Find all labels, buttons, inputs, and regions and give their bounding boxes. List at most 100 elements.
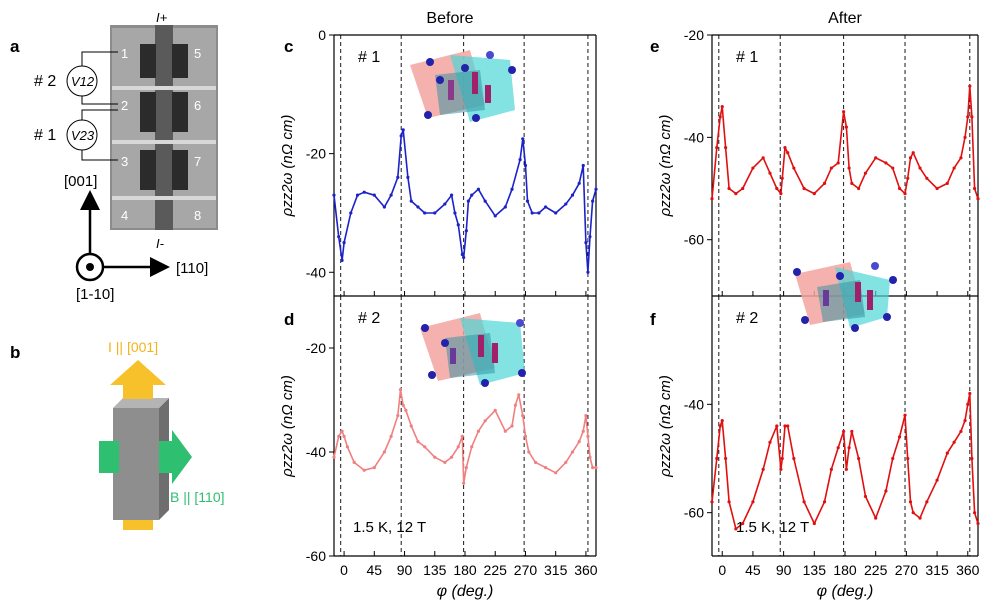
data-point-c-31 — [510, 187, 514, 191]
data-point-f-0 — [710, 500, 714, 504]
column-title-before: Before — [426, 10, 473, 27]
data-point-e-19 — [822, 181, 827, 186]
data-point-d-41 — [581, 429, 585, 433]
data-point-e-46 — [972, 186, 977, 191]
data-point-c-8 — [382, 205, 386, 209]
series-line-d — [333, 388, 596, 485]
y-tick-label-c-0: 0 — [318, 27, 326, 43]
data-point-f-29 — [884, 489, 888, 493]
contact-1: 1 — [121, 46, 128, 61]
y-axis-label-c: ρzz2ω (nΩ cm) — [279, 115, 296, 218]
data-point-d-23 — [464, 466, 468, 470]
x-tick-label-d-7: 315 — [544, 562, 568, 578]
column-title-after: After — [828, 10, 862, 27]
data-point-c-0 — [332, 193, 336, 197]
data-point-d-42 — [584, 414, 588, 418]
data-point-f-46 — [972, 511, 977, 515]
data-point-f-21 — [836, 446, 840, 450]
data-point-c-2 — [340, 258, 344, 263]
data-point-f-43 — [966, 402, 970, 406]
data-point-d-16 — [423, 445, 427, 449]
data-point-c-5 — [355, 193, 360, 197]
field-direction-label: B || [110] — [170, 489, 225, 505]
y-tick-label-d-0: -20 — [306, 340, 326, 356]
y-axis-label-e: ρzz2ω (nΩ cm) — [657, 115, 674, 218]
y-tick-label-e-0: -20 — [684, 27, 704, 43]
data-point-c-39 — [554, 211, 558, 215]
axis-label-001: [001] — [64, 173, 97, 190]
data-point-d-38 — [564, 460, 568, 464]
x-tick-label-d-1: 45 — [367, 562, 383, 578]
data-point-c-4 — [349, 211, 353, 215]
panel-label-e: e — [650, 37, 659, 56]
data-point-f-15 — [786, 424, 790, 428]
data-point-d-26 — [483, 419, 487, 423]
data-point-f-24 — [847, 446, 851, 450]
data-point-c-32 — [518, 157, 522, 162]
series-tag-f: # 2 — [736, 310, 758, 327]
data-point-c-3 — [342, 241, 346, 245]
x-tick-label-d-0: 0 — [340, 562, 348, 578]
x-tick-label-d-3: 135 — [423, 562, 447, 578]
data-point-f-26 — [857, 456, 861, 461]
data-point-d-33 — [523, 434, 528, 438]
data-point-c-21 — [456, 223, 460, 227]
data-point-e-6 — [734, 192, 738, 196]
panel-label-a: a — [10, 37, 20, 56]
data-point-c-28 — [483, 199, 487, 203]
data-point-f-25 — [850, 429, 854, 434]
data-point-c-9 — [389, 193, 393, 197]
data-point-f-38 — [935, 478, 939, 482]
data-point-e-34 — [908, 156, 913, 160]
data-point-f-32 — [903, 413, 907, 417]
data-point-c-14 — [409, 199, 413, 203]
data-point-f-23 — [844, 467, 848, 471]
data-point-e-8 — [751, 166, 755, 170]
x-axis-label-d: φ (deg.) — [437, 583, 494, 600]
data-point-c-27 — [476, 187, 481, 191]
data-point-e-38 — [935, 186, 939, 191]
crystal-inset-d — [420, 313, 526, 387]
data-point-e-45 — [970, 115, 974, 119]
data-point-f-37 — [925, 500, 929, 504]
data-point-e-27 — [863, 171, 868, 175]
data-point-f-30 — [891, 456, 895, 461]
data-point-c-47 — [591, 199, 595, 203]
data-point-c-25 — [466, 199, 470, 203]
chart-panel-d: -20 -40 -60 0 45 90 135 180 225 270 315 360 φ (deg.)… — [279, 296, 598, 600]
data-point-d-8 — [382, 450, 386, 454]
data-point-d-44 — [588, 455, 592, 459]
y-tick-label-c-2: -40 — [306, 264, 326, 280]
y-axis-label-f: ρzz2ω (nΩ cm) — [657, 375, 674, 478]
contact-3: 3 — [121, 154, 128, 169]
condition-label-d: 1.5 K, 12 T — [353, 519, 426, 536]
x-tick-label-f-4: 180 — [833, 562, 857, 578]
sem-device — [110, 25, 218, 230]
x-tick-label-d-4: 180 — [453, 562, 477, 578]
contact-4: 4 — [121, 208, 128, 223]
data-point-e-14 — [783, 145, 787, 150]
contact-8: 8 — [194, 208, 201, 223]
data-point-c-38 — [544, 205, 548, 209]
y-tick-label-e-2: -60 — [684, 232, 704, 248]
data-point-c-1 — [337, 235, 341, 239]
y-tick-label-c-1: -20 — [306, 146, 326, 162]
electrode-top-label: I+ — [156, 10, 168, 25]
y-tick-label-f-1: -60 — [684, 505, 704, 521]
data-point-d-7 — [372, 466, 376, 470]
voltmeter-v23 — [66, 119, 98, 151]
data-point-f-6 — [734, 527, 738, 531]
axis-label-1-10: [1-10] — [76, 286, 114, 303]
data-point-c-7 — [372, 193, 376, 197]
data-point-e-44 — [968, 84, 972, 88]
data-point-e-36 — [918, 166, 922, 170]
data-point-f-11 — [775, 424, 779, 428]
data-point-d-3 — [342, 434, 346, 438]
voltmeter-v23-label: V23 — [71, 128, 95, 143]
data-point-f-35 — [911, 511, 915, 515]
data-point-e-21 — [836, 161, 840, 165]
y-tick-label-e-1: -40 — [684, 129, 704, 145]
data-point-d-30 — [513, 403, 517, 407]
data-point-e-29 — [884, 161, 888, 165]
data-point-d-32 — [521, 414, 525, 418]
